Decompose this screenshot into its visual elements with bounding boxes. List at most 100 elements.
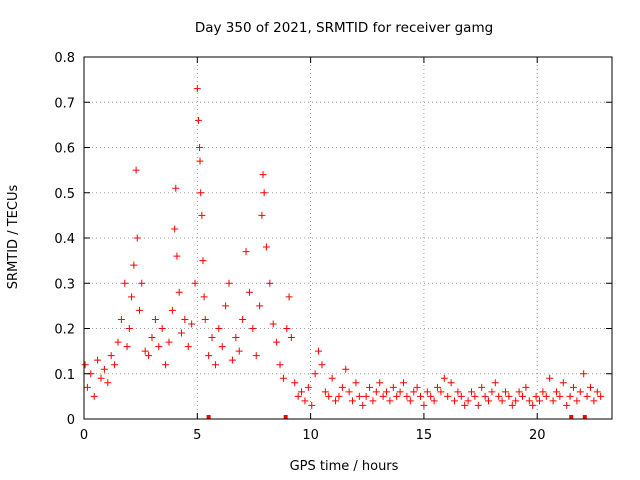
- data-point: [294, 392, 302, 400]
- data-point: [454, 388, 462, 396]
- data-point: [471, 392, 479, 400]
- data-point: [369, 397, 377, 405]
- data-point: [481, 392, 489, 400]
- zero-marker: [582, 415, 587, 419]
- data-point: [410, 388, 418, 396]
- data-point: [104, 379, 112, 387]
- data-point: [542, 392, 550, 400]
- data-point: [211, 361, 219, 369]
- data-point: [301, 397, 309, 405]
- data-point: [260, 189, 268, 197]
- data-point: [576, 388, 584, 396]
- data-point: [81, 361, 89, 369]
- data-point: [133, 234, 141, 242]
- data-point: [552, 388, 560, 396]
- data-point: [162, 361, 170, 369]
- data-point: [132, 166, 140, 174]
- data-point: [413, 383, 421, 391]
- x-tick-label: 20: [529, 428, 546, 443]
- data-point: [464, 397, 472, 405]
- data-point: [107, 352, 115, 360]
- data-point: [478, 383, 486, 391]
- grid-lines: [84, 57, 612, 419]
- data-point: [171, 225, 179, 233]
- data-point: [117, 315, 125, 323]
- data-point: [311, 370, 319, 378]
- data-point: [168, 306, 176, 314]
- data-point: [262, 243, 270, 251]
- data-point: [328, 374, 336, 382]
- data-point: [259, 171, 267, 179]
- data-point: [155, 343, 163, 351]
- data-point: [590, 397, 598, 405]
- data-point: [308, 401, 316, 409]
- data-point: [175, 288, 183, 296]
- data-point: [468, 388, 476, 396]
- data-point: [529, 401, 537, 409]
- data-point: [196, 157, 204, 165]
- data-point: [437, 388, 445, 396]
- zero-marker: [569, 415, 574, 419]
- data-point: [111, 361, 119, 369]
- data-point: [114, 338, 122, 346]
- y-tick-label: 0.7: [54, 96, 75, 111]
- data-point: [100, 365, 108, 373]
- data-point: [173, 252, 181, 260]
- data-point: [383, 388, 391, 396]
- data-point: [522, 383, 530, 391]
- y-axis-label: SRMTID / TECUs: [6, 185, 21, 290]
- data-point: [199, 257, 207, 265]
- data-point: [508, 401, 516, 409]
- data-point: [283, 325, 291, 332]
- data-point: [539, 388, 547, 396]
- data-point: [235, 347, 243, 355]
- data-point: [573, 397, 581, 405]
- data-point: [400, 379, 408, 387]
- data-point: [342, 365, 350, 373]
- data-point: [566, 392, 574, 400]
- x-tick-label: 10: [302, 428, 319, 443]
- data-point: [218, 343, 226, 351]
- data-point: [406, 397, 414, 405]
- data-point: [200, 293, 208, 301]
- data-point: [148, 334, 156, 342]
- data-point: [355, 392, 363, 400]
- data-point: [563, 401, 571, 409]
- data-point: [276, 361, 284, 369]
- data-point: [90, 392, 98, 400]
- data-point: [417, 392, 425, 400]
- data-point: [298, 388, 306, 396]
- zero-marker: [206, 415, 211, 419]
- y-tick-label: 0.3: [54, 277, 75, 292]
- data-point: [201, 315, 209, 323]
- data-point: [256, 302, 264, 310]
- data-point: [420, 401, 428, 409]
- y-tick-label: 0.4: [54, 232, 75, 247]
- data-point: [338, 383, 346, 391]
- data-point: [222, 302, 230, 310]
- data-point: [498, 397, 506, 405]
- data-point: [549, 397, 557, 405]
- data-point: [194, 116, 202, 124]
- data-point: [128, 293, 136, 301]
- data-point: [83, 383, 91, 391]
- data-point: [532, 392, 540, 400]
- data-point: [461, 401, 469, 409]
- y-tick-label: 0: [67, 413, 75, 428]
- data-point: [273, 338, 281, 346]
- data-point: [396, 388, 404, 396]
- y-tick-label: 0.2: [54, 323, 75, 338]
- data-point: [177, 329, 185, 337]
- data-point: [505, 392, 513, 400]
- x-axis-label: GPS time / hours: [290, 459, 399, 474]
- data-point: [184, 343, 192, 351]
- data-point: [440, 374, 448, 382]
- data-point: [556, 392, 564, 400]
- data-point: [427, 392, 435, 400]
- data-point: [335, 392, 343, 400]
- data-point: [196, 144, 204, 151]
- data-point: [501, 388, 509, 396]
- x-tick-label: 0: [80, 428, 88, 443]
- data-point: [434, 383, 442, 391]
- data-point: [389, 383, 397, 391]
